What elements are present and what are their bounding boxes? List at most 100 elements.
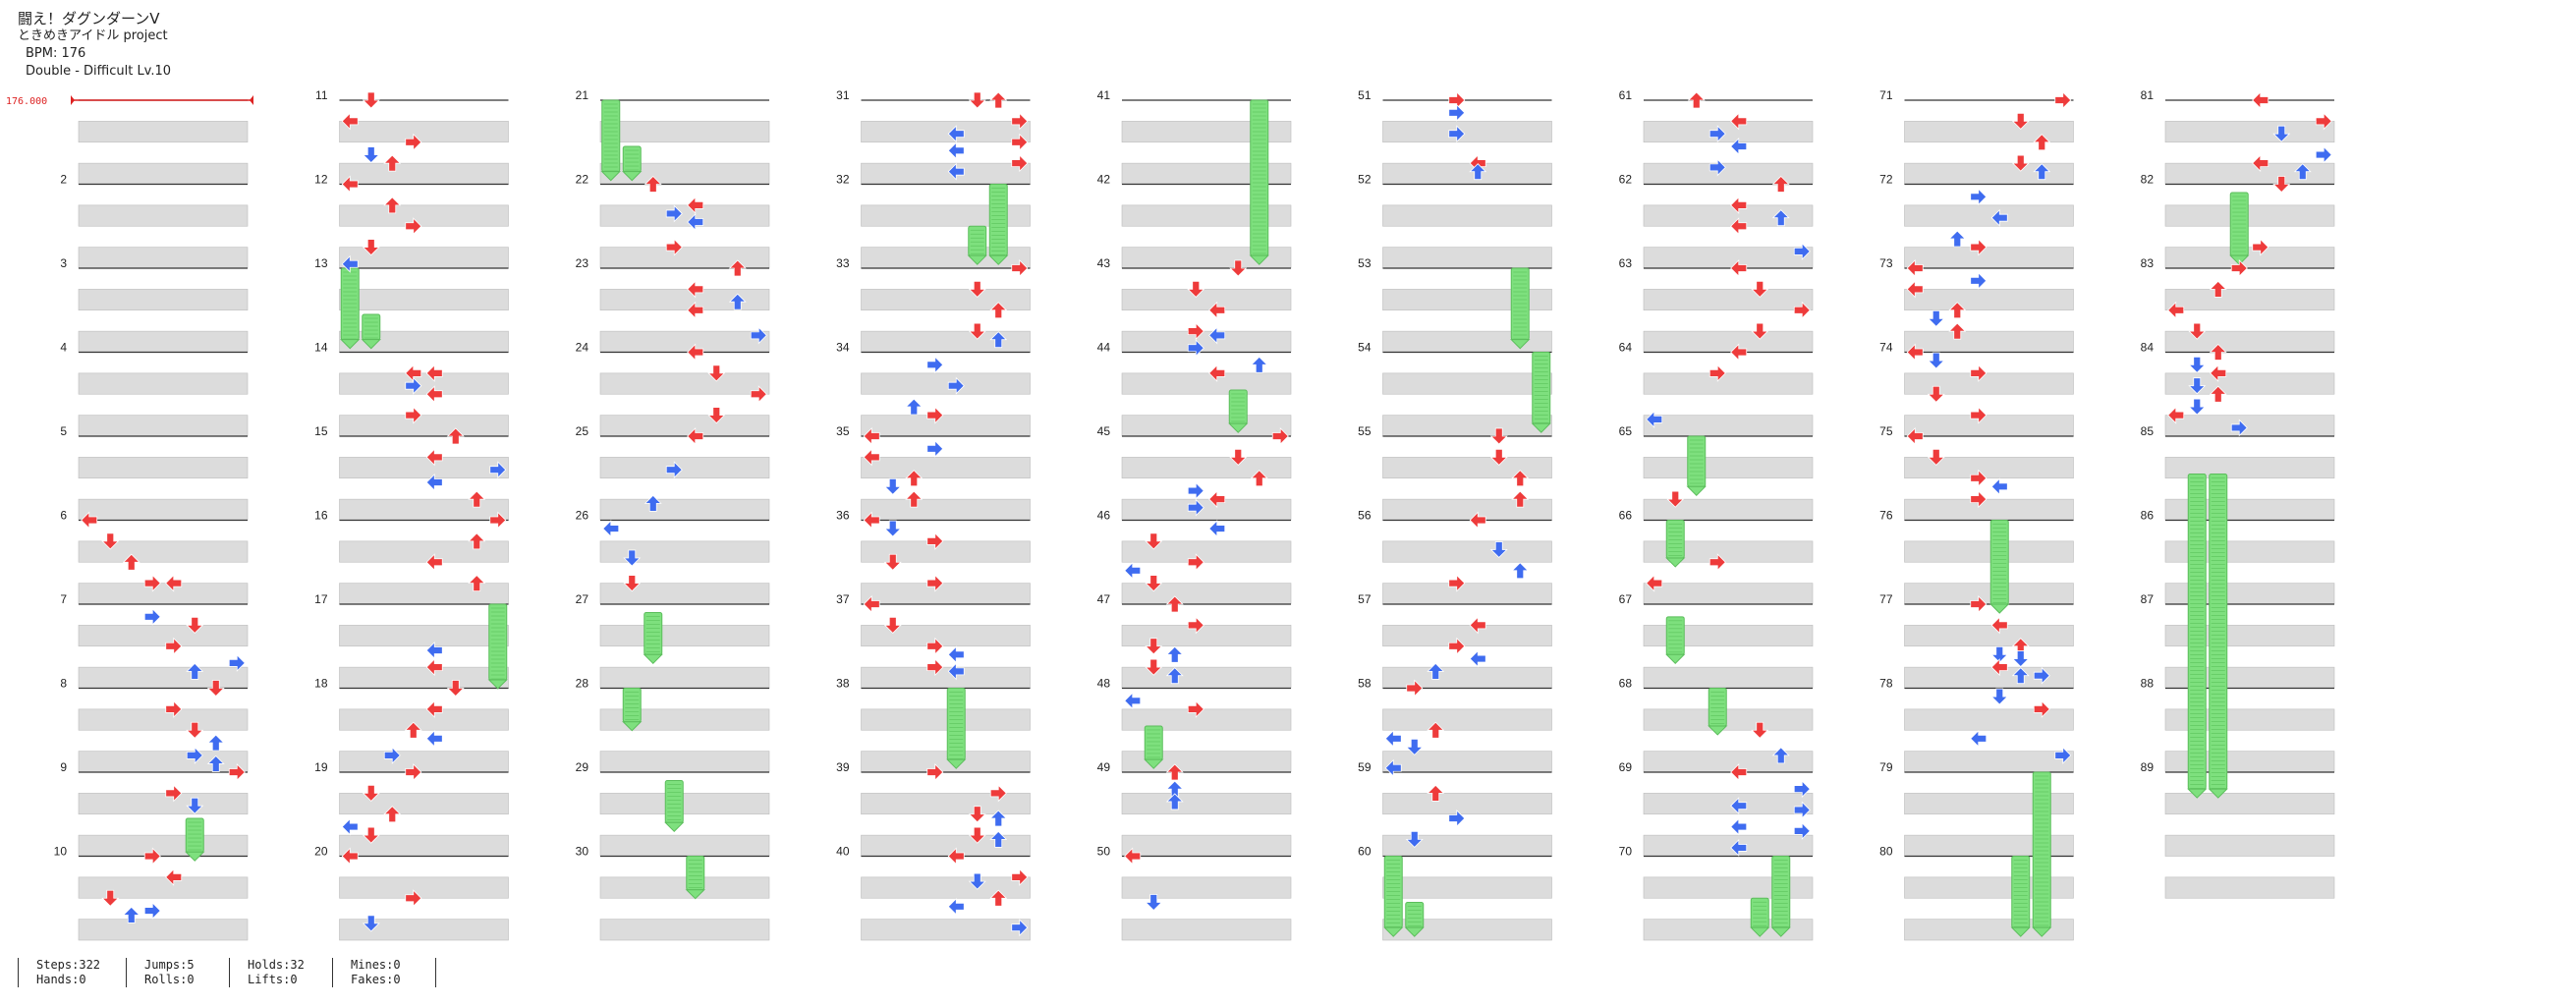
- arrow-right-icon: [2230, 259, 2248, 277]
- arrow-down-icon: [1489, 448, 1508, 466]
- measure: [1643, 99, 1814, 185]
- arrow-left-icon: [1970, 729, 1988, 748]
- arrow-shape: [1124, 561, 1142, 580]
- arrow-up-icon: [1771, 175, 1790, 193]
- measure-number: 74: [1879, 341, 1893, 355]
- measure: [1121, 435, 1292, 521]
- measure: [1643, 687, 1814, 773]
- arrow-up-icon: [383, 154, 402, 172]
- arrow-shape: [1771, 175, 1790, 193]
- measure: [1643, 351, 1814, 437]
- hold-note: [340, 267, 361, 350]
- beat-band: [599, 834, 770, 857]
- hold-note: [988, 184, 1009, 265]
- beat-band: [1904, 498, 2074, 521]
- arrow-shape: [1990, 645, 2009, 663]
- arrow-shape: [2167, 406, 2185, 424]
- measure-number: 11: [315, 88, 328, 102]
- arrow-up-icon: [1165, 595, 1184, 613]
- arrow-right-icon: [989, 784, 1007, 803]
- arrow-right-icon: [1271, 427, 1289, 445]
- beat-band: [78, 162, 249, 185]
- measure-number: 17: [314, 592, 328, 606]
- hold-body: [1708, 688, 1727, 727]
- arrow-shape: [1165, 667, 1184, 685]
- arrow-right-icon: [405, 406, 422, 424]
- beat-band: [1643, 708, 1814, 731]
- measure: [339, 183, 509, 269]
- arrow-down-icon: [707, 407, 726, 424]
- arrow-shape: [2210, 363, 2227, 382]
- measure: [1904, 435, 2074, 521]
- arrow-down-icon: [2188, 322, 2207, 340]
- arrow-shape: [687, 213, 704, 231]
- beat-band: [1382, 247, 1552, 269]
- beat-band: [339, 625, 509, 647]
- arrow-shape: [425, 448, 443, 467]
- beat-band: [339, 457, 509, 479]
- measure-number: 18: [314, 677, 328, 691]
- beat-band: [339, 876, 509, 899]
- arrow-shape: [905, 490, 924, 508]
- beat-band: [78, 793, 249, 815]
- arrow-shape: [687, 196, 704, 214]
- measure-number: 50: [1097, 845, 1111, 859]
- beat-band: [1643, 540, 1814, 563]
- arrow-shape: [926, 637, 944, 655]
- beat-band: [861, 666, 1031, 689]
- measure: [1121, 351, 1292, 437]
- beat-band: [1904, 247, 2074, 269]
- beat-band: [599, 540, 770, 563]
- arrow-shape: [1165, 595, 1184, 613]
- arrow-down-icon: [883, 520, 902, 537]
- beat-band: [339, 666, 509, 689]
- arrow-shape: [143, 847, 161, 866]
- measure-number: 57: [1358, 592, 1372, 606]
- arrow-shape: [947, 125, 965, 143]
- measure-number: 22: [576, 173, 589, 187]
- arrow-shape: [425, 699, 443, 718]
- arrow-shape: [1730, 259, 1748, 277]
- arrow-shape: [750, 326, 767, 345]
- arrow-right-icon: [1011, 867, 1029, 886]
- beat-band: [78, 498, 249, 521]
- beat-band: [861, 919, 1031, 941]
- arrow-shape: [883, 616, 902, 634]
- arrow-right-icon: [2315, 145, 2332, 164]
- arrow-right-icon: [926, 406, 944, 424]
- arrow-shape: [489, 461, 507, 479]
- arrow-left-icon: [1990, 208, 2008, 227]
- arrow-left-icon: [1990, 658, 2008, 677]
- beat-band: [1121, 457, 1292, 479]
- arrow-shape: [2033, 134, 2051, 151]
- arrow-shape: [1165, 645, 1184, 663]
- arrow-up-icon: [989, 889, 1008, 907]
- arrow-right-icon: [926, 439, 944, 458]
- beat-band: [339, 540, 509, 563]
- arrow-shape: [1427, 721, 1445, 739]
- arrow-down-icon: [968, 322, 986, 340]
- arrow-right-icon: [383, 746, 401, 764]
- arrow-down-icon: [968, 280, 986, 298]
- arrow-right-icon: [665, 238, 683, 256]
- measure-number: 34: [836, 341, 850, 355]
- arrow-shape: [926, 531, 944, 550]
- measure: [861, 435, 1031, 521]
- arrow-left-icon: [863, 511, 880, 530]
- arrow-left-icon: [1208, 301, 1226, 319]
- arrow-left-icon: [1730, 838, 1748, 857]
- arrow-shape: [362, 784, 380, 802]
- stats-cell-holds: Holds:32 Lifts:0: [229, 958, 332, 987]
- arrow-right-icon: [1970, 271, 1988, 290]
- arrow-right-icon: [1187, 498, 1204, 517]
- arrow-down-icon: [362, 784, 380, 802]
- arrow-shape: [1990, 616, 2008, 635]
- arrow-shape: [1165, 763, 1184, 781]
- beat-band: [2164, 415, 2335, 437]
- hold-note: [2032, 771, 2052, 937]
- arrow-up-icon: [2209, 343, 2227, 361]
- arrow-down-icon: [1489, 541, 1508, 558]
- arrow-shape: [186, 721, 204, 739]
- measure: [1904, 183, 2074, 269]
- arrow-left-icon: [1730, 196, 1748, 214]
